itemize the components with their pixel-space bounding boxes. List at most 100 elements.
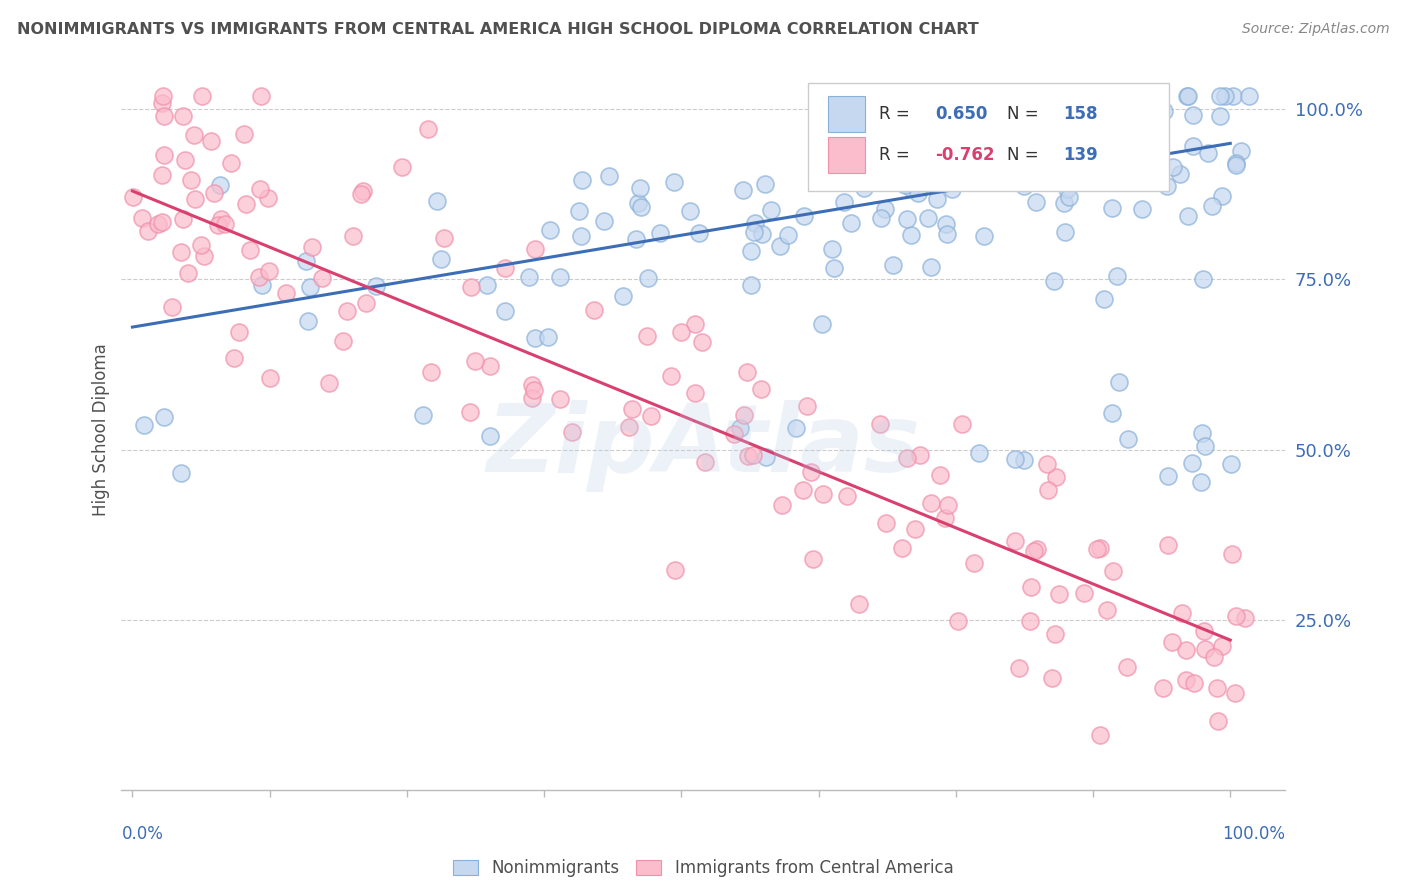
Point xyxy=(183,128,205,142)
Point xyxy=(249,181,271,195)
Point xyxy=(1018,615,1040,629)
Point xyxy=(520,378,543,392)
Point xyxy=(1026,541,1049,556)
Point xyxy=(742,448,765,462)
Point xyxy=(1085,146,1108,161)
Point xyxy=(792,483,814,497)
Legend: Nonimmigrants, Immigrants from Central America: Nonimmigrants, Immigrants from Central A… xyxy=(449,855,959,882)
Point xyxy=(1230,144,1253,158)
Point xyxy=(582,302,605,317)
Point xyxy=(172,211,194,226)
Point xyxy=(561,425,583,439)
Point xyxy=(936,227,959,241)
Point xyxy=(350,187,373,202)
Point xyxy=(202,186,225,200)
Point xyxy=(311,270,333,285)
Point xyxy=(664,175,686,189)
Point xyxy=(1116,168,1139,182)
Point xyxy=(839,215,862,229)
Point xyxy=(890,541,912,556)
Point xyxy=(1153,103,1175,118)
Point xyxy=(768,239,790,253)
Point xyxy=(744,225,766,239)
Point xyxy=(153,148,176,162)
Point xyxy=(1156,179,1178,194)
Text: NONIMMIGRANTS VS IMMIGRANTS FROM CENTRAL AMERICA HIGH SCHOOL DIPLOMA CORRELATION: NONIMMIGRANTS VS IMMIGRANTS FROM CENTRAL… xyxy=(17,22,979,37)
Point xyxy=(1204,650,1226,665)
Point xyxy=(973,228,995,243)
Point xyxy=(1168,167,1191,181)
Point xyxy=(1090,541,1112,556)
Point xyxy=(1116,432,1139,446)
Point xyxy=(569,229,592,244)
Point xyxy=(1036,457,1059,471)
Point xyxy=(737,365,759,379)
Point xyxy=(1175,642,1198,657)
Point xyxy=(1101,201,1123,215)
Point xyxy=(693,455,716,469)
Point xyxy=(636,328,658,343)
Point xyxy=(852,88,875,103)
Point xyxy=(749,382,772,396)
Point xyxy=(875,516,897,530)
Point xyxy=(1136,146,1159,161)
Point xyxy=(568,203,591,218)
Text: 100.0%: 100.0% xyxy=(1222,825,1285,844)
Point xyxy=(494,260,516,275)
Point xyxy=(1219,457,1241,471)
Point xyxy=(980,120,1002,134)
Point xyxy=(1209,88,1232,103)
Point xyxy=(208,178,231,193)
Point xyxy=(1022,543,1045,558)
Point xyxy=(222,351,245,366)
Point xyxy=(523,331,546,345)
Point xyxy=(1123,147,1146,161)
Point xyxy=(963,557,986,571)
Text: N =: N = xyxy=(1007,146,1043,164)
Point xyxy=(1206,681,1229,695)
Point xyxy=(920,147,942,161)
Point xyxy=(1012,179,1035,194)
Point xyxy=(1052,127,1074,141)
Point xyxy=(172,109,194,123)
Point xyxy=(479,359,502,374)
Point xyxy=(1045,149,1067,163)
Point xyxy=(1192,272,1215,286)
Point xyxy=(170,466,193,480)
Point xyxy=(150,214,173,228)
Point xyxy=(728,421,751,435)
Point xyxy=(953,155,976,169)
Point xyxy=(796,399,818,413)
Point xyxy=(1130,202,1153,216)
Point xyxy=(626,232,648,246)
Text: -0.762: -0.762 xyxy=(935,146,994,164)
Point xyxy=(1149,88,1171,103)
Point xyxy=(301,239,323,253)
Point xyxy=(997,158,1019,172)
Point xyxy=(1035,171,1057,186)
Point xyxy=(612,289,634,303)
Point xyxy=(1225,157,1247,171)
Point xyxy=(935,217,957,231)
Point xyxy=(184,192,207,206)
Text: 139: 139 xyxy=(1063,146,1098,164)
Point xyxy=(214,217,236,231)
Point xyxy=(235,197,257,211)
Point xyxy=(1012,453,1035,467)
Point xyxy=(1157,469,1180,483)
Point xyxy=(785,421,807,435)
Point xyxy=(896,450,918,465)
Point xyxy=(1097,124,1119,138)
Point xyxy=(250,88,273,103)
Point xyxy=(941,182,963,196)
Point xyxy=(1182,139,1205,153)
Point xyxy=(1181,456,1204,470)
Point xyxy=(927,192,949,206)
Point xyxy=(852,181,875,195)
Point xyxy=(464,354,486,368)
Point xyxy=(391,161,413,175)
Point xyxy=(1237,88,1260,103)
Point xyxy=(1104,140,1126,154)
Point xyxy=(209,212,232,227)
Point xyxy=(1045,470,1067,484)
